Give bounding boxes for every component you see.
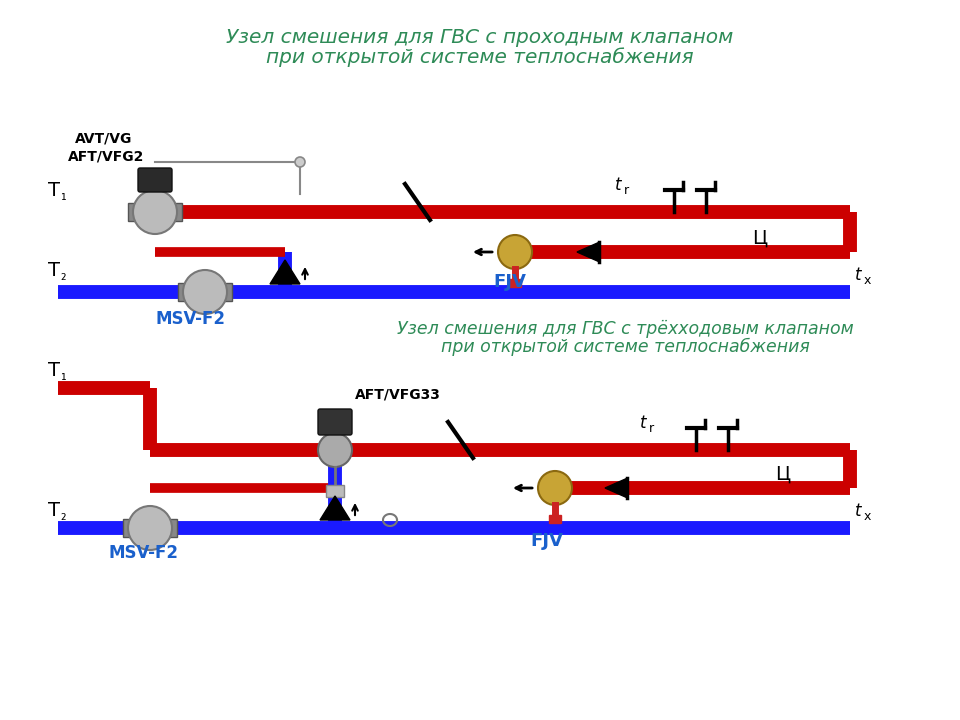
Circle shape — [183, 270, 227, 314]
Circle shape — [133, 190, 177, 234]
Text: ₁: ₁ — [60, 189, 65, 203]
Polygon shape — [605, 478, 627, 498]
Bar — [172, 203, 182, 221]
Bar — [326, 485, 344, 497]
Circle shape — [295, 157, 305, 167]
Bar — [549, 515, 561, 523]
Text: при открытой системе теплоснабжения: при открытой системе теплоснабжения — [441, 338, 809, 356]
FancyBboxPatch shape — [138, 168, 172, 192]
Text: T: T — [48, 261, 60, 280]
Polygon shape — [577, 242, 599, 262]
Polygon shape — [270, 260, 300, 284]
Text: t: t — [855, 502, 861, 520]
Text: x: x — [864, 274, 872, 287]
Text: AVT/VG: AVT/VG — [75, 131, 132, 145]
Bar — [509, 279, 521, 287]
Text: t: t — [615, 176, 621, 194]
Text: Ц: Ц — [752, 229, 767, 248]
Text: ₂: ₂ — [60, 509, 65, 523]
Text: MSV-F2: MSV-F2 — [155, 310, 225, 328]
Circle shape — [498, 235, 532, 269]
Text: Узел смешения для ГВС с проходным клапаном: Узел смешения для ГВС с проходным клапан… — [227, 28, 733, 47]
Text: Узел смешения для ГВС с трёхходовым клапаном: Узел смешения для ГВС с трёхходовым клап… — [396, 320, 853, 338]
Text: FJV: FJV — [530, 532, 563, 550]
Text: r: r — [649, 422, 654, 435]
Text: r: r — [624, 184, 629, 197]
Bar — [222, 283, 232, 301]
Bar — [178, 283, 188, 301]
Text: ₂: ₂ — [60, 269, 65, 283]
Text: T: T — [48, 181, 60, 200]
Text: при открытой системе теплоснабжения: при открытой системе теплоснабжения — [266, 47, 694, 67]
Text: T: T — [48, 501, 60, 520]
Text: FJV: FJV — [493, 273, 526, 291]
Circle shape — [128, 506, 172, 550]
Text: AFT/VFG2: AFT/VFG2 — [68, 149, 144, 163]
Text: Ц: Ц — [775, 465, 790, 484]
Circle shape — [318, 433, 352, 467]
FancyBboxPatch shape — [318, 409, 352, 435]
Circle shape — [538, 471, 572, 505]
Bar — [167, 519, 177, 537]
Text: t: t — [855, 266, 861, 284]
Bar — [123, 519, 133, 537]
Text: t: t — [640, 414, 646, 432]
Bar — [128, 203, 138, 221]
Polygon shape — [320, 496, 350, 520]
Text: x: x — [864, 510, 872, 523]
Text: T: T — [48, 361, 60, 380]
Text: ₁: ₁ — [60, 369, 65, 383]
Text: MSV-F2: MSV-F2 — [108, 544, 178, 562]
Text: AFT/VFG33: AFT/VFG33 — [355, 387, 441, 401]
